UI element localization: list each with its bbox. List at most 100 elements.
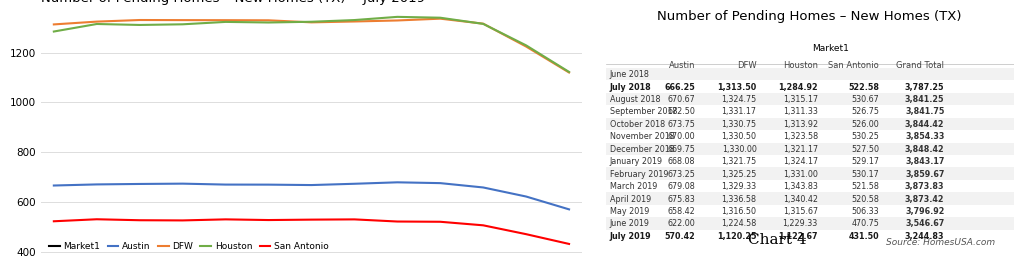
Text: 1,315.17: 1,315.17 (782, 95, 818, 104)
Text: 1,325.25: 1,325.25 (721, 170, 757, 179)
FancyBboxPatch shape (605, 80, 1014, 93)
FancyBboxPatch shape (605, 155, 1014, 167)
Text: 1,343.83: 1,343.83 (783, 182, 818, 191)
Text: 3,244.83: 3,244.83 (905, 232, 944, 241)
Text: 1,329.33: 1,329.33 (722, 182, 757, 191)
Text: San Antonio: San Antonio (828, 61, 879, 70)
Text: 3,873.83: 3,873.83 (905, 182, 944, 191)
Text: December 2018: December 2018 (609, 145, 675, 154)
Text: 526.00: 526.00 (851, 120, 879, 129)
Text: 3,843.17: 3,843.17 (905, 157, 944, 166)
Text: 570.42: 570.42 (665, 232, 695, 241)
Text: 1,336.58: 1,336.58 (722, 194, 757, 204)
Text: 1,316.50: 1,316.50 (722, 207, 757, 216)
Text: Chart 4: Chart 4 (748, 233, 806, 247)
Text: 521.58: 521.58 (851, 182, 879, 191)
Text: 668.08: 668.08 (668, 157, 695, 166)
Text: 1,324.17: 1,324.17 (782, 157, 818, 166)
Text: 1,331.17: 1,331.17 (722, 107, 757, 116)
Text: 1,324.75: 1,324.75 (721, 95, 757, 104)
Text: 3,841.75: 3,841.75 (905, 107, 944, 116)
Text: 1,229.33: 1,229.33 (782, 220, 818, 228)
Text: 1,330.75: 1,330.75 (722, 120, 757, 129)
Text: 530.25: 530.25 (851, 132, 879, 141)
Text: 666.25: 666.25 (665, 83, 695, 91)
Text: DFW: DFW (737, 61, 757, 70)
Text: 1,330.50: 1,330.50 (722, 132, 757, 141)
FancyBboxPatch shape (605, 192, 1014, 205)
Text: Austin: Austin (669, 61, 695, 70)
FancyBboxPatch shape (605, 230, 1014, 242)
Text: 530.17: 530.17 (851, 170, 879, 179)
Text: 1,313.92: 1,313.92 (782, 120, 818, 129)
Text: Grand Total: Grand Total (896, 61, 944, 70)
Text: 530.67: 530.67 (851, 95, 879, 104)
Text: 1,331.00: 1,331.00 (783, 170, 818, 179)
FancyBboxPatch shape (605, 118, 1014, 130)
Text: September 2018: September 2018 (609, 107, 677, 116)
Text: 3,844.42: 3,844.42 (905, 120, 944, 129)
Text: July 2019: July 2019 (609, 232, 651, 241)
Text: 431.50: 431.50 (849, 232, 879, 241)
Text: 1,311.33: 1,311.33 (783, 107, 818, 116)
Text: 658.42: 658.42 (668, 207, 695, 216)
Text: 526.75: 526.75 (851, 107, 879, 116)
Text: October 2018: October 2018 (609, 120, 665, 129)
FancyBboxPatch shape (605, 143, 1014, 155)
Text: June 2019: June 2019 (609, 220, 650, 228)
Text: May 2019: May 2019 (609, 207, 649, 216)
Text: November 2018: November 2018 (609, 132, 675, 141)
FancyBboxPatch shape (605, 68, 1014, 80)
Text: 669.75: 669.75 (668, 145, 695, 154)
Text: 670.00: 670.00 (668, 132, 695, 141)
Text: 1,323.58: 1,323.58 (782, 132, 818, 141)
FancyBboxPatch shape (605, 167, 1014, 180)
FancyBboxPatch shape (605, 105, 1014, 118)
Text: Source: HomesUSA.com: Source: HomesUSA.com (886, 238, 995, 247)
Text: 3,796.92: 3,796.92 (905, 207, 944, 216)
Text: 527.50: 527.50 (851, 145, 879, 154)
Text: 672.50: 672.50 (668, 107, 695, 116)
Text: 506.33: 506.33 (852, 207, 879, 216)
Text: Houston: Houston (783, 61, 818, 70)
FancyBboxPatch shape (605, 130, 1014, 143)
Text: 1,313.50: 1,313.50 (718, 83, 757, 91)
FancyBboxPatch shape (605, 93, 1014, 105)
Text: 1,321.17: 1,321.17 (782, 145, 818, 154)
FancyBboxPatch shape (605, 205, 1014, 217)
Text: Number of Pending Homes – New Homes (TX): Number of Pending Homes – New Homes (TX) (657, 10, 962, 23)
Text: Number of Pending Homes – New Homes (TX)  - July 2019: Number of Pending Homes – New Homes (TX)… (41, 0, 425, 5)
Text: 522.58: 522.58 (848, 83, 879, 91)
Text: 679.08: 679.08 (668, 182, 695, 191)
Text: 3,841.25: 3,841.25 (905, 95, 944, 104)
Text: March 2019: March 2019 (609, 182, 657, 191)
Text: 1,120.25: 1,120.25 (717, 232, 757, 241)
Legend: Market1, Austin, DFW, Houston, San Antonio: Market1, Austin, DFW, Houston, San Anton… (45, 238, 333, 255)
Text: 520.58: 520.58 (851, 194, 879, 204)
Text: 470.75: 470.75 (851, 220, 879, 228)
Text: 1,122.67: 1,122.67 (778, 232, 818, 241)
Text: 1,330.00: 1,330.00 (722, 145, 757, 154)
Text: August 2018: August 2018 (609, 95, 660, 104)
Text: 3,787.25: 3,787.25 (905, 83, 944, 91)
Text: February 2019: February 2019 (609, 170, 669, 179)
Text: 3,546.67: 3,546.67 (905, 220, 944, 228)
Text: 622.00: 622.00 (668, 220, 695, 228)
Text: 1,315.67: 1,315.67 (782, 207, 818, 216)
Text: July 2018: July 2018 (609, 83, 651, 91)
Text: January 2019: January 2019 (609, 157, 663, 166)
Text: 3,859.67: 3,859.67 (905, 170, 944, 179)
Text: 675.83: 675.83 (668, 194, 695, 204)
Text: April 2019: April 2019 (609, 194, 651, 204)
Text: 3,854.33: 3,854.33 (905, 132, 944, 141)
Text: 529.17: 529.17 (851, 157, 879, 166)
Text: 673.75: 673.75 (668, 120, 695, 129)
Text: 1,284.92: 1,284.92 (778, 83, 818, 91)
Text: 1,340.42: 1,340.42 (783, 194, 818, 204)
Text: 670.67: 670.67 (668, 95, 695, 104)
Text: 673.25: 673.25 (668, 170, 695, 179)
Text: 1,224.58: 1,224.58 (721, 220, 757, 228)
Text: 3,873.42: 3,873.42 (905, 194, 944, 204)
Text: June 2018: June 2018 (609, 70, 649, 79)
FancyBboxPatch shape (605, 180, 1014, 192)
